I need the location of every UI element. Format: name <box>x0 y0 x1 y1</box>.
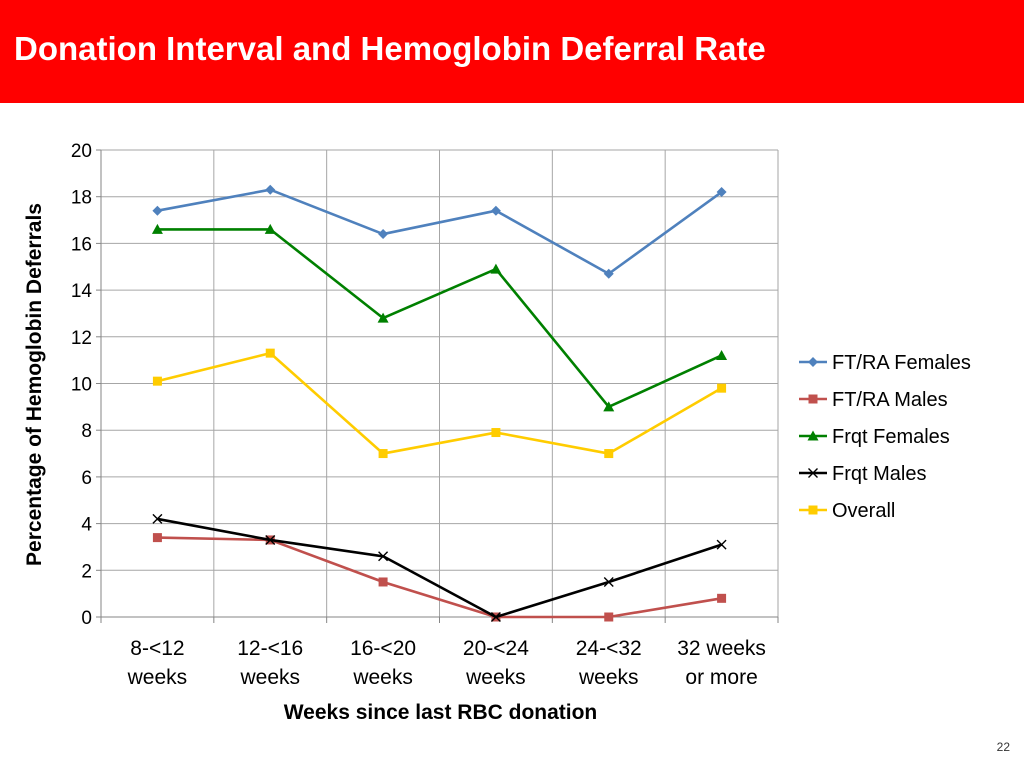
data-point-frqt-females <box>264 223 276 234</box>
legend-label-overall: Overall <box>832 500 895 522</box>
y-tick-label: 12 <box>71 328 92 349</box>
data-point-overall <box>378 449 388 459</box>
series-line-frqt-males <box>157 517 722 619</box>
data-point-frqt-males <box>265 534 276 545</box>
y-tick-label: 18 <box>71 188 92 209</box>
data-point-ft-ra-females <box>716 187 727 198</box>
x-tick-label: 24-<32 <box>576 637 642 660</box>
data-point-frqt-females <box>151 223 163 234</box>
y-tick-label: 2 <box>81 561 92 582</box>
legend-marker-overall <box>808 505 818 515</box>
data-point-overall <box>491 428 501 438</box>
title-bar: Donation Interval and Hemoglobin Deferra… <box>0 0 1024 103</box>
data-point-frqt-males <box>490 612 501 622</box>
data-point-frqt-males <box>716 539 727 550</box>
data-point-overall <box>265 348 275 358</box>
legend-label-ft-ra-males: FT/RA Males <box>832 389 948 411</box>
y-axis-title: Percentage of Hemoglobin Deferrals <box>23 203 46 566</box>
page-number: 22 <box>996 740 1010 754</box>
series-line-ft-ra-males <box>157 536 722 619</box>
y-tick-label: 16 <box>71 234 92 255</box>
x-tick-label: 32 weeks <box>677 637 766 660</box>
data-point-overall <box>604 449 614 459</box>
x-tick-label: 8-<12 <box>130 637 184 660</box>
series-line-overall <box>157 351 723 455</box>
data-point-ft-ra-females <box>603 268 614 279</box>
x-tick-label: 16-<20 <box>350 637 416 660</box>
slide-title: Donation Interval and Hemoglobin Deferra… <box>14 30 766 67</box>
x-axis-title: Weeks since last RBC donation <box>284 701 598 724</box>
data-point-ft-ra-males <box>152 533 162 543</box>
data-point-ft-ra-males <box>604 612 614 622</box>
legend-marker-ft-ra-males <box>808 394 818 404</box>
legend-marker-ft-ra-females <box>808 357 818 367</box>
y-tick-label: 6 <box>81 468 92 489</box>
x-tick-label: 20-<24 <box>463 637 529 660</box>
data-point-overall <box>152 376 162 386</box>
y-tick-label: 0 <box>81 608 92 629</box>
data-point-frqt-males <box>378 551 389 562</box>
data-point-frqt-females <box>716 349 728 360</box>
y-tick-label: 8 <box>81 421 92 442</box>
x-tick-label: weeks <box>465 666 526 689</box>
x-tick-label: or more <box>685 666 757 689</box>
data-point-frqt-females <box>377 312 389 323</box>
x-tick-label: weeks <box>352 666 413 689</box>
y-tick-label: 14 <box>71 281 93 302</box>
x-tick-label: weeks <box>239 666 300 689</box>
data-point-ft-ra-males <box>717 593 727 603</box>
legend-label-ft-ra-females: FT/RA Females <box>832 352 971 374</box>
x-tick-label: 12-<16 <box>237 637 303 660</box>
x-tick-label: weeks <box>127 666 188 689</box>
data-point-ft-ra-females <box>152 205 163 216</box>
y-tick-label: 20 <box>71 141 92 162</box>
legend-label-frqt-females: Frqt Females <box>832 426 950 448</box>
data-point-ft-ra-females <box>490 205 501 216</box>
legend-marker-frqt-females <box>807 430 819 441</box>
data-point-frqt-males <box>152 513 163 524</box>
data-point-overall <box>717 383 727 393</box>
y-tick-label: 10 <box>71 375 92 396</box>
legend-label-frqt-males: Frqt Males <box>832 463 926 485</box>
data-point-ft-ra-females <box>265 184 276 195</box>
series-line-ft-ra-females <box>157 188 723 276</box>
y-tick-label: 4 <box>81 515 92 536</box>
data-point-ft-ra-males <box>378 577 388 587</box>
x-tick-label: weeks <box>578 666 639 689</box>
data-point-frqt-females <box>490 263 502 274</box>
data-point-frqt-females <box>603 401 615 412</box>
data-point-ft-ra-females <box>378 229 389 240</box>
series-line-frqt-females <box>157 228 723 409</box>
data-point-frqt-males <box>603 576 614 587</box>
legend-marker-frqt-males <box>808 468 818 478</box>
